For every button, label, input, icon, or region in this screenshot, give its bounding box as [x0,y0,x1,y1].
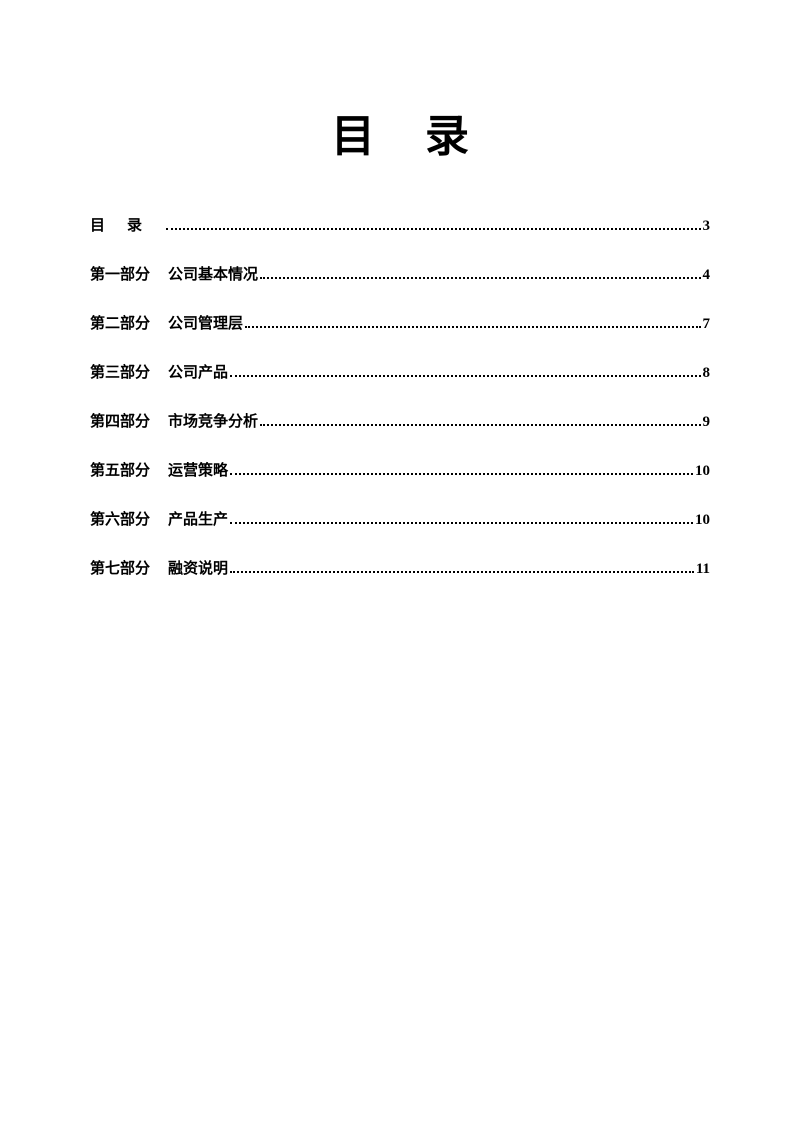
toc-leader-dots [260,277,700,279]
toc-leader-dots [230,473,693,475]
toc-section-name: 产品生产 [168,508,228,529]
toc-page-number: 4 [703,267,711,284]
toc-part-label: 第三部分 [90,361,150,382]
page-title: 目录 [90,100,710,164]
toc-leader-dots [230,522,693,524]
toc-part-label: 第一部分 [90,263,150,284]
toc-page-number: 9 [703,414,711,431]
toc-part-label: 目录 [90,214,164,235]
toc-page-number: 10 [695,463,710,480]
toc-page-number: 3 [703,218,711,235]
toc-entry: 第四部分市场竞争分析 9 [90,410,710,431]
toc-entry: 第一部分公司基本情况 4 [90,263,710,284]
toc-part-label: 第四部分 [90,410,150,431]
toc-leader-dots [260,424,700,426]
toc-entry: 第七部分融资说明 11 [90,557,710,578]
toc-section-name: 运营策略 [168,459,228,480]
toc-part-label: 第二部分 [90,312,150,333]
toc-leader-dots [230,375,700,377]
toc-section-name: 公司基本情况 [168,263,258,284]
toc-part-label: 第六部分 [90,508,150,529]
toc-entry: 第二部分公司管理层 7 [90,312,710,333]
toc-page-number: 10 [695,512,710,529]
toc-entry: 第五部分运营策略 10 [90,459,710,480]
toc-section-name: 融资说明 [168,557,228,578]
toc-entry: 第六部分产品生产 10 [90,508,710,529]
toc-leader-dots [245,326,700,328]
toc-page-number: 7 [703,316,711,333]
toc-section-name: 市场竞争分析 [168,410,258,431]
toc-leader-dots [230,571,694,573]
toc-section-name: 公司管理层 [168,312,243,333]
toc-section-name: 公司产品 [168,361,228,382]
toc-part-label: 第七部分 [90,557,150,578]
toc-page-number: 11 [696,561,710,578]
toc-leader-dots [166,228,700,230]
toc-entry: 第三部分公司产品 8 [90,361,710,382]
toc-part-label: 第五部分 [90,459,150,480]
toc-page-number: 8 [703,365,711,382]
toc-entry: 目录 3 [90,214,710,235]
toc-list: 目录 3 第一部分公司基本情况 4 第二部分公司管理层 7 第三部分公司产品 8 第四部分市场竞… [90,214,710,578]
